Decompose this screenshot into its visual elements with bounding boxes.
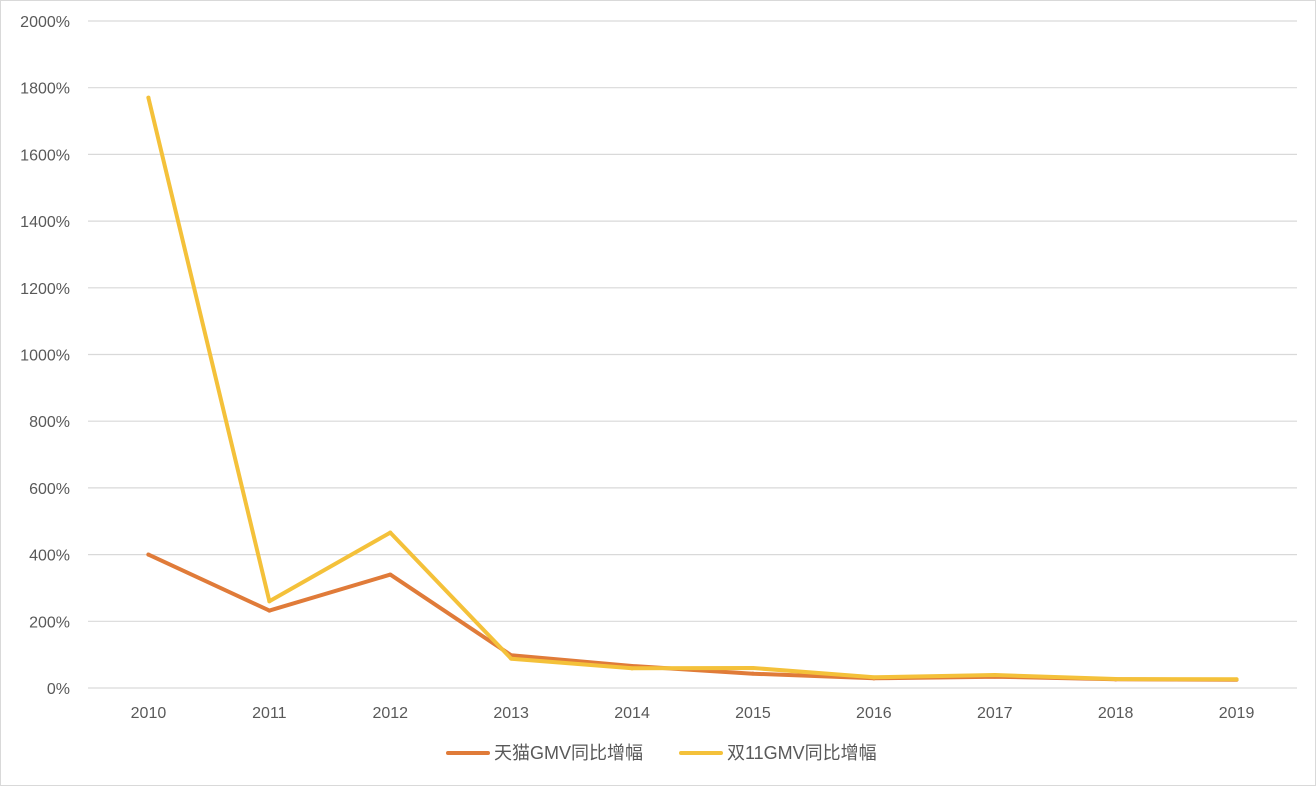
series-line-1: [146, 552, 1239, 682]
gridlines: [88, 20, 1297, 689]
x-tick-label: 2012: [372, 705, 408, 722]
data-point: [630, 666, 635, 671]
data-point: [509, 656, 514, 661]
data-point: [267, 599, 272, 604]
y-tick-label: 1400%: [20, 214, 70, 231]
x-axis-tick-labels: 2010 2011 2012 2013 2014 2015 2016 2017 2018 2019: [131, 705, 1255, 722]
data-point: [871, 675, 876, 680]
legend-item: 双11GMV同比增幅: [679, 743, 877, 763]
data-point: [750, 665, 755, 670]
series-line-2: [146, 95, 1239, 682]
y-tick-label: 2000%: [20, 14, 70, 31]
series-lines: [146, 95, 1239, 682]
y-tick-label: 400%: [29, 548, 70, 565]
legend-item: 天猫GMV同比增幅: [446, 743, 643, 763]
y-tick-label: 200%: [29, 614, 70, 631]
y-tick-label: 1600%: [20, 147, 70, 164]
y-axis-tick-labels: 0% 200% 400% 600% 800% 1000% 1200% 1400% 1600% 18…: [20, 14, 70, 698]
data-point: [146, 95, 151, 100]
data-point: [146, 552, 151, 557]
y-tick-label: 1800%: [20, 81, 70, 98]
data-point: [1113, 676, 1118, 681]
x-tick-label: 2010: [131, 705, 167, 722]
x-tick-label: 2013: [493, 705, 529, 722]
data-point: [267, 608, 272, 613]
x-tick-label: 2016: [856, 705, 892, 722]
legend: 天猫GMV同比增幅 双11GMV同比增幅: [446, 743, 877, 763]
y-tick-label: 800%: [29, 414, 70, 431]
data-point: [992, 672, 997, 677]
data-point: [388, 530, 393, 535]
legend-label: 双11GMV同比增幅: [727, 743, 877, 763]
x-tick-label: 2015: [735, 705, 771, 722]
y-tick-label: 600%: [29, 481, 70, 498]
y-tick-label: 1000%: [20, 348, 70, 365]
x-tick-label: 2017: [977, 705, 1013, 722]
data-point: [750, 671, 755, 676]
x-tick-label: 2011: [252, 705, 287, 722]
x-tick-label: 2018: [1098, 705, 1134, 722]
x-tick-label: 2014: [614, 705, 650, 722]
data-point: [1234, 677, 1239, 682]
y-tick-label: 1200%: [20, 281, 70, 298]
data-point: [388, 572, 393, 577]
x-tick-label: 2019: [1219, 705, 1255, 722]
y-tick-label: 0%: [47, 681, 70, 698]
legend-label: 天猫GMV同比增幅: [494, 743, 643, 763]
